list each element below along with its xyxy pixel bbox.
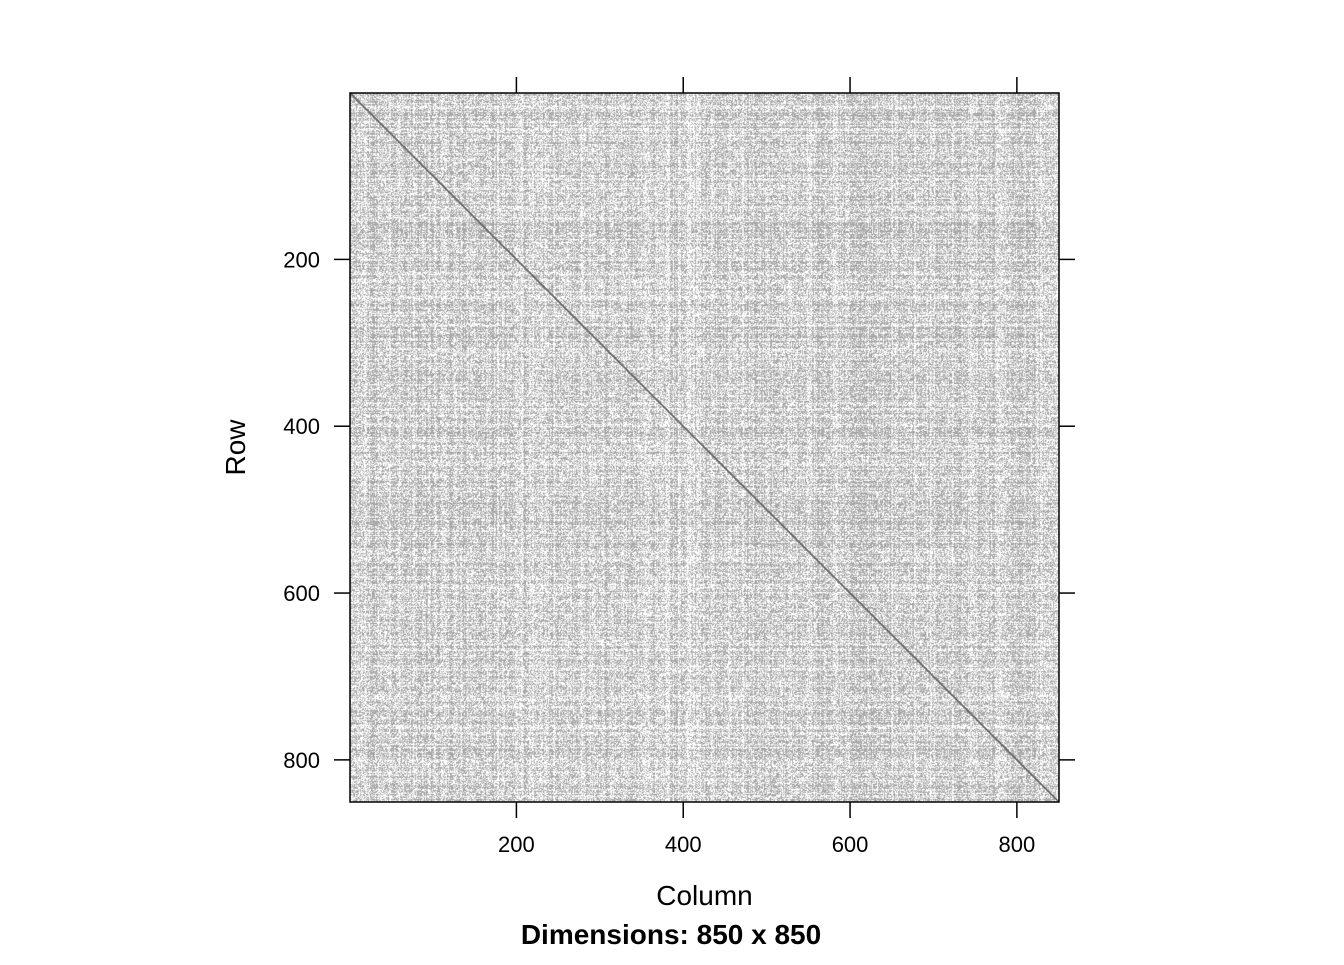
x-tick-label: 400: [665, 832, 702, 857]
panel-border: [349, 92, 1060, 803]
y-axis-label: Row: [220, 419, 251, 476]
y-tick-label: 400: [283, 414, 320, 439]
x-axis-top: [515, 77, 1018, 93]
y-axis-left: 200 400 600 800: [283, 247, 350, 773]
x-axis-label: Column: [656, 880, 752, 911]
matrix-cells: [350, 93, 1059, 802]
y-tick-label: 800: [283, 748, 320, 773]
x-tick-label: 200: [498, 832, 535, 857]
y-tick-label: 200: [283, 247, 320, 272]
matrix-raster: [350, 93, 1059, 802]
x-axis-bottom: 200 400 600 800: [498, 802, 1035, 857]
y-axis-right: [1059, 258, 1075, 761]
chart-subtitle: Dimensions: 850 x 850: [521, 919, 821, 950]
y-tick-label: 600: [283, 581, 320, 606]
x-tick-label: 600: [832, 832, 869, 857]
x-tick-label: 800: [999, 832, 1036, 857]
